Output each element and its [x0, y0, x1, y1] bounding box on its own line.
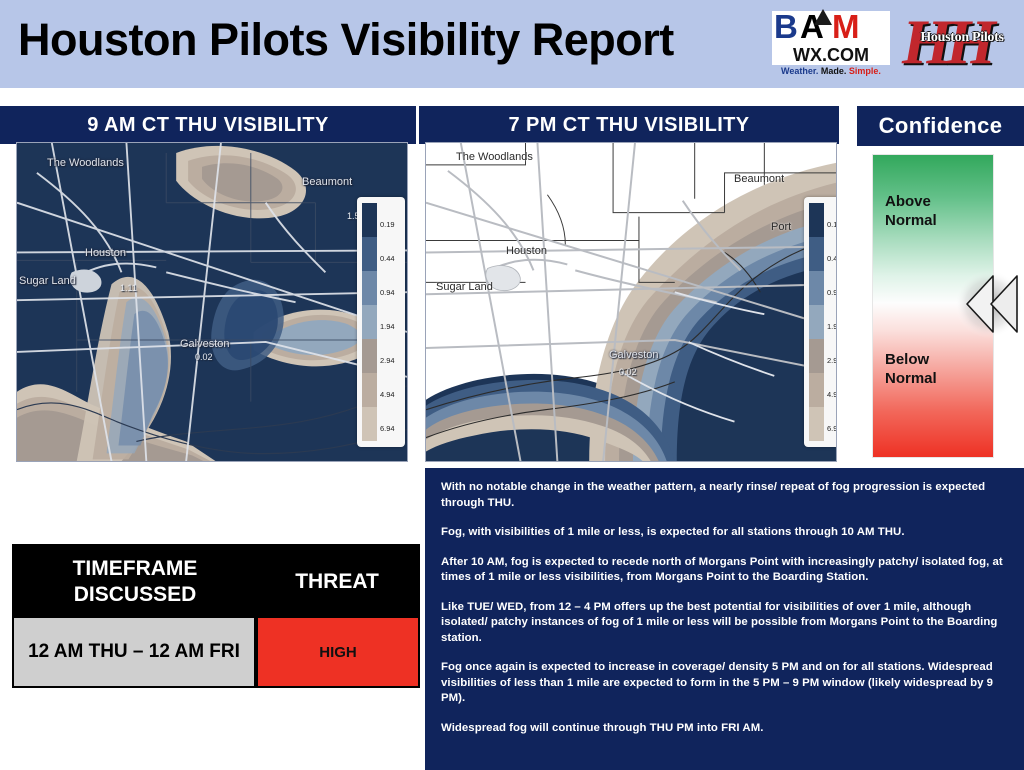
discussion-paragraph-5: Fog once again is expected to increase i…: [441, 661, 994, 704]
bamwx-letter-b: B: [774, 8, 798, 45]
confidence-above-normal-label: Above Normal: [885, 192, 937, 230]
chevron-left-icon: [955, 270, 1023, 338]
table-header-row: TIMEFRAME DISCUSSED THREAT: [14, 546, 418, 618]
colorbar-strip-right: [809, 203, 824, 441]
confidence-below-line2: Normal: [885, 370, 937, 387]
column-header-timeframe: TIMEFRAME DISCUSSED: [72, 557, 198, 606]
tagline-weather: Weather.: [781, 66, 819, 76]
map-9am-visibility[interactable]: The Woodlands Beaumont Houston Sugar Lan…: [16, 142, 408, 462]
bamwx-wordmark: B A M: [772, 8, 890, 45]
status-badge-threat: HIGH: [258, 618, 418, 686]
confidence-below-normal-label: Below Normal: [885, 350, 937, 388]
houston-pilots-logo: H H Houston Pilots: [900, 8, 1018, 78]
map-left-canvas: [17, 143, 407, 461]
map-right-canvas: [426, 143, 836, 461]
colorbar-strip: [362, 203, 377, 441]
discussion-paragraph-6: Widespread fog will continue through THU…: [441, 721, 764, 734]
tagline-made: Made.: [818, 66, 847, 76]
hp-label: Houston Pilots: [920, 30, 1004, 45]
colorbar-right-label-4: 2.94: [827, 356, 836, 365]
colorbar-label-1: 0.44: [380, 254, 395, 263]
discussion-panel: With no notable change in the weather pa…: [425, 468, 1024, 770]
discussion-paragraph-2: Fog, with visibilities of 1 mile or less…: [441, 526, 905, 538]
cell-timeframe-value: 12 AM THU – 12 AM FRI: [14, 618, 256, 686]
header-right-map: 7 PM CT THU VISIBILITY: [419, 106, 839, 144]
colorbar-label-4: 2.94: [380, 356, 395, 365]
bamwx-logo: B A M WX.COM Weather. Made. Simple.: [772, 8, 892, 77]
bamwx-triangle-icon: [814, 9, 832, 25]
colorbar-label-0: 0.19: [380, 220, 395, 229]
title-bar: Houston Pilots Visibility Report B A M W…: [0, 0, 1024, 88]
colorbar-right-label-6: 6.94: [827, 424, 836, 433]
discussion-paragraph-4: Like TUE/ WED, from 12 – 4 PM offers up …: [441, 600, 998, 644]
colorbar-right-label-5: 4.94: [827, 390, 836, 399]
colorbar-right-label-3: 1.94: [827, 322, 836, 331]
page-title: Houston Pilots Visibility Report: [18, 14, 674, 65]
colorbar-label-2: 0.94: [380, 288, 395, 297]
colorbar-label-5: 4.94: [380, 390, 395, 399]
header-confidence: Confidence: [857, 106, 1024, 146]
discussion-paragraph-3: After 10 AM, fog is expected to recede n…: [441, 555, 1003, 584]
hp-mark-right: H: [946, 6, 996, 77]
column-header-threat: THREAT: [295, 570, 379, 593]
colorbar-right-label-0: 0.19: [827, 220, 836, 229]
timeframe-threat-table: TIMEFRAME DISCUSSED THREAT 12 AM THU – 1…: [12, 544, 420, 688]
confidence-below-line1: Below: [885, 351, 930, 368]
tagline-simple: Simple.: [846, 66, 881, 76]
colorbar-label-6: 6.94: [380, 424, 395, 433]
colorbar-right-label-2: 0.94: [827, 288, 836, 297]
map-right-colorbar: 0.19 0.44 0.94 1.94 2.94 4.94 6.94: [804, 197, 836, 447]
map-7pm-visibility[interactable]: The Woodlands Beaumont Port Houston Suga…: [425, 142, 837, 462]
confidence-above-line2: Normal: [885, 212, 937, 229]
confidence-above-line1: Above: [885, 193, 931, 210]
bamwx-tagline: Weather. Made. Simple.: [772, 65, 890, 77]
map-left-colorbar: 0.19 0.44 0.94 1.94 2.94 4.94 6.94: [357, 197, 405, 447]
discussion-paragraph-1: With no notable change in the weather pa…: [441, 481, 986, 509]
colorbar-label-3: 1.94: [380, 322, 395, 331]
header-left-map: 9 AM CT THU VISIBILITY: [0, 106, 416, 144]
colorbar-right-label-1: 0.44: [827, 254, 836, 263]
confidence-panel: Above Normal Below Normal: [857, 150, 1024, 462]
bamwx-letter-m: M: [832, 8, 860, 45]
bamwx-domain: WX.COM: [772, 45, 890, 65]
table-row: 12 AM THU – 12 AM FRI HIGH: [14, 618, 418, 686]
hp-mark-left: H: [902, 6, 952, 77]
